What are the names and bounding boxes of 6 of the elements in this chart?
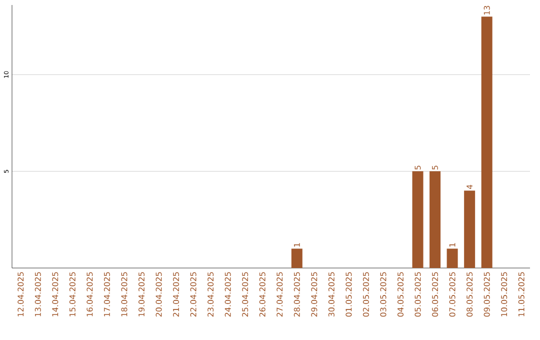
bar <box>430 171 441 268</box>
bar <box>481 16 492 268</box>
bar <box>464 190 476 268</box>
bar <box>412 171 424 268</box>
bar <box>291 248 302 268</box>
bar <box>446 248 458 268</box>
